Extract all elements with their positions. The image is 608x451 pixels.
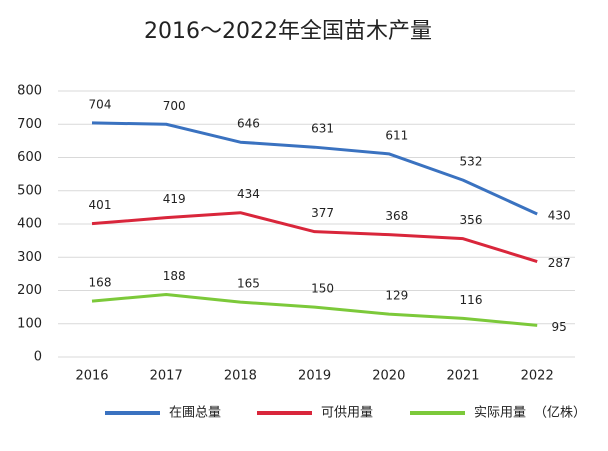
y-tick-label: 0 — [34, 350, 42, 365]
x-tick-label: 2017 — [150, 369, 183, 384]
data-label: 700 — [163, 99, 186, 113]
x-tick-label: 2016 — [75, 369, 108, 384]
y-tick-label: 800 — [17, 84, 42, 99]
data-label: 95 — [552, 320, 567, 334]
series-line — [91, 292, 538, 327]
data-label: 401 — [89, 198, 112, 212]
legend-label: 实际用量 — [474, 406, 526, 421]
chart-title: 2016～2022年全国苗木产量 — [144, 19, 432, 44]
data-label: 129 — [385, 289, 408, 303]
data-label: 188 — [163, 269, 186, 283]
data-label: 287 — [548, 256, 571, 270]
x-tick-label: 2019 — [298, 369, 331, 384]
data-label: 532 — [460, 155, 483, 169]
data-label: 150 — [311, 282, 334, 296]
y-tick-label: 300 — [17, 250, 42, 265]
legend-label: 在圃总量 — [169, 406, 221, 421]
x-tick-label: 2018 — [224, 369, 257, 384]
data-label: 368 — [385, 209, 408, 223]
data-label: 165 — [237, 277, 260, 291]
y-tick-label: 400 — [17, 217, 42, 232]
series-line — [91, 121, 538, 216]
x-tick-label: 2020 — [372, 369, 405, 384]
y-tick-label: 200 — [17, 283, 42, 298]
data-label: 377 — [311, 206, 334, 220]
data-label: 646 — [237, 117, 260, 131]
x-tick-label: 2022 — [521, 369, 554, 384]
y-tick-label: 100 — [17, 316, 42, 331]
x-tick-label: 2021 — [446, 369, 479, 384]
data-label: 168 — [89, 276, 112, 290]
y-tick-label: 500 — [17, 183, 42, 198]
data-label: 704 — [89, 97, 112, 111]
unit-label: （亿株） — [534, 406, 586, 421]
legend-label: 可供用量 — [321, 406, 373, 421]
series-line — [91, 211, 538, 264]
data-label: 434 — [237, 187, 260, 201]
y-tick-label: 600 — [17, 150, 42, 165]
y-tick-label: 700 — [17, 117, 42, 132]
data-label: 356 — [460, 213, 483, 227]
data-label: 430 — [548, 209, 571, 223]
data-label: 631 — [311, 122, 334, 136]
data-label: 419 — [163, 192, 186, 206]
data-label: 611 — [385, 128, 408, 142]
data-label: 116 — [460, 293, 483, 307]
